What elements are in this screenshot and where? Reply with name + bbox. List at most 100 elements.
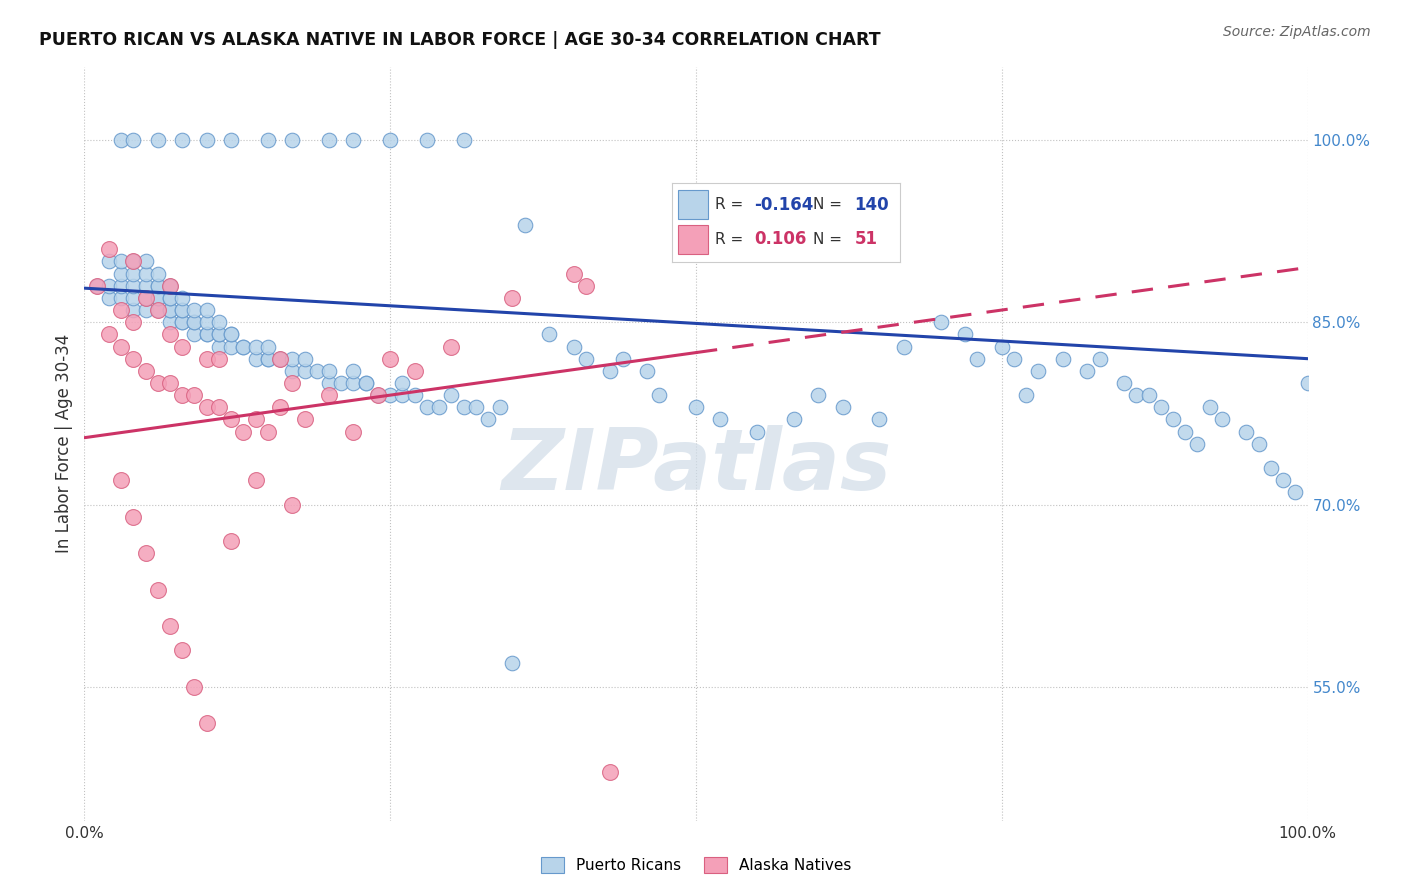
Point	[305, 364, 328, 378]
Y-axis label: In Labor Force | Age 30-34: In Labor Force | Age 30-34	[55, 334, 73, 553]
Point	[219, 327, 242, 342]
Point	[1198, 401, 1220, 415]
Point	[1052, 351, 1074, 366]
Point	[135, 291, 157, 305]
Point	[159, 278, 181, 293]
Point	[783, 412, 806, 426]
Point	[97, 242, 120, 256]
Point	[391, 376, 413, 390]
Point	[122, 254, 145, 268]
Point	[342, 376, 364, 390]
Point	[110, 278, 132, 293]
Point	[159, 278, 181, 293]
Text: 0.106: 0.106	[754, 230, 806, 249]
Point	[97, 278, 120, 293]
Point	[342, 364, 364, 378]
Point	[404, 364, 426, 378]
Point	[195, 327, 218, 342]
Point	[427, 401, 450, 415]
Point	[97, 327, 120, 342]
Point	[281, 364, 304, 378]
Point	[502, 656, 524, 670]
Point	[208, 315, 231, 329]
Point	[991, 339, 1014, 353]
Point	[110, 291, 132, 305]
Legend: Puerto Ricans, Alaska Natives: Puerto Ricans, Alaska Natives	[533, 849, 859, 880]
Point	[146, 133, 169, 147]
Point	[747, 425, 769, 439]
Point	[966, 351, 988, 366]
Point	[172, 291, 194, 305]
Point	[380, 388, 402, 402]
Point	[416, 133, 439, 147]
Point	[318, 364, 340, 378]
Point	[257, 425, 280, 439]
Point	[110, 473, 132, 487]
Point	[391, 388, 413, 402]
Point	[318, 376, 340, 390]
Point	[183, 315, 205, 329]
Point	[183, 303, 205, 318]
Point	[453, 401, 475, 415]
Point	[146, 303, 169, 318]
Point	[183, 388, 205, 402]
Point	[562, 267, 585, 281]
Point	[1187, 437, 1209, 451]
Point	[513, 218, 536, 232]
Point	[159, 315, 181, 329]
Point	[146, 303, 169, 318]
Point	[208, 339, 231, 353]
Point	[929, 315, 952, 329]
Point	[380, 133, 402, 147]
Point	[122, 509, 145, 524]
Point	[122, 267, 145, 281]
Text: ZIPatlas: ZIPatlas	[501, 425, 891, 508]
Point	[122, 133, 145, 147]
Point	[146, 582, 169, 597]
Point	[453, 133, 475, 147]
Point	[110, 254, 132, 268]
Point	[159, 278, 181, 293]
Text: 51: 51	[855, 230, 877, 249]
Point	[281, 376, 304, 390]
Point	[195, 716, 218, 731]
Point	[232, 425, 254, 439]
Point	[380, 351, 402, 366]
Point	[1150, 401, 1173, 415]
Point	[367, 388, 389, 402]
Point	[122, 303, 145, 318]
Point	[172, 303, 194, 318]
Point	[269, 401, 291, 415]
Point	[195, 303, 218, 318]
Point	[232, 339, 254, 353]
Text: Source: ZipAtlas.com: Source: ZipAtlas.com	[1223, 25, 1371, 39]
Point	[219, 133, 242, 147]
Point	[1272, 473, 1295, 487]
Text: N =: N =	[814, 232, 842, 247]
Point	[245, 351, 267, 366]
Point	[953, 327, 976, 342]
Point	[1161, 412, 1184, 426]
Point	[159, 291, 181, 305]
Point	[135, 267, 157, 281]
Point	[648, 388, 671, 402]
Point	[1076, 364, 1098, 378]
Point	[367, 388, 389, 402]
Point	[893, 339, 915, 353]
Point	[636, 364, 658, 378]
Point	[172, 133, 194, 147]
Point	[195, 315, 218, 329]
Point	[159, 303, 181, 318]
Point	[294, 364, 316, 378]
Point	[404, 388, 426, 402]
Text: R =: R =	[716, 197, 744, 212]
Point	[159, 619, 181, 633]
Point	[122, 254, 145, 268]
Point	[208, 327, 231, 342]
Point	[294, 412, 316, 426]
Point	[1247, 437, 1270, 451]
Point	[135, 303, 157, 318]
Point	[354, 376, 377, 390]
Point	[464, 401, 486, 415]
Point	[208, 351, 231, 366]
